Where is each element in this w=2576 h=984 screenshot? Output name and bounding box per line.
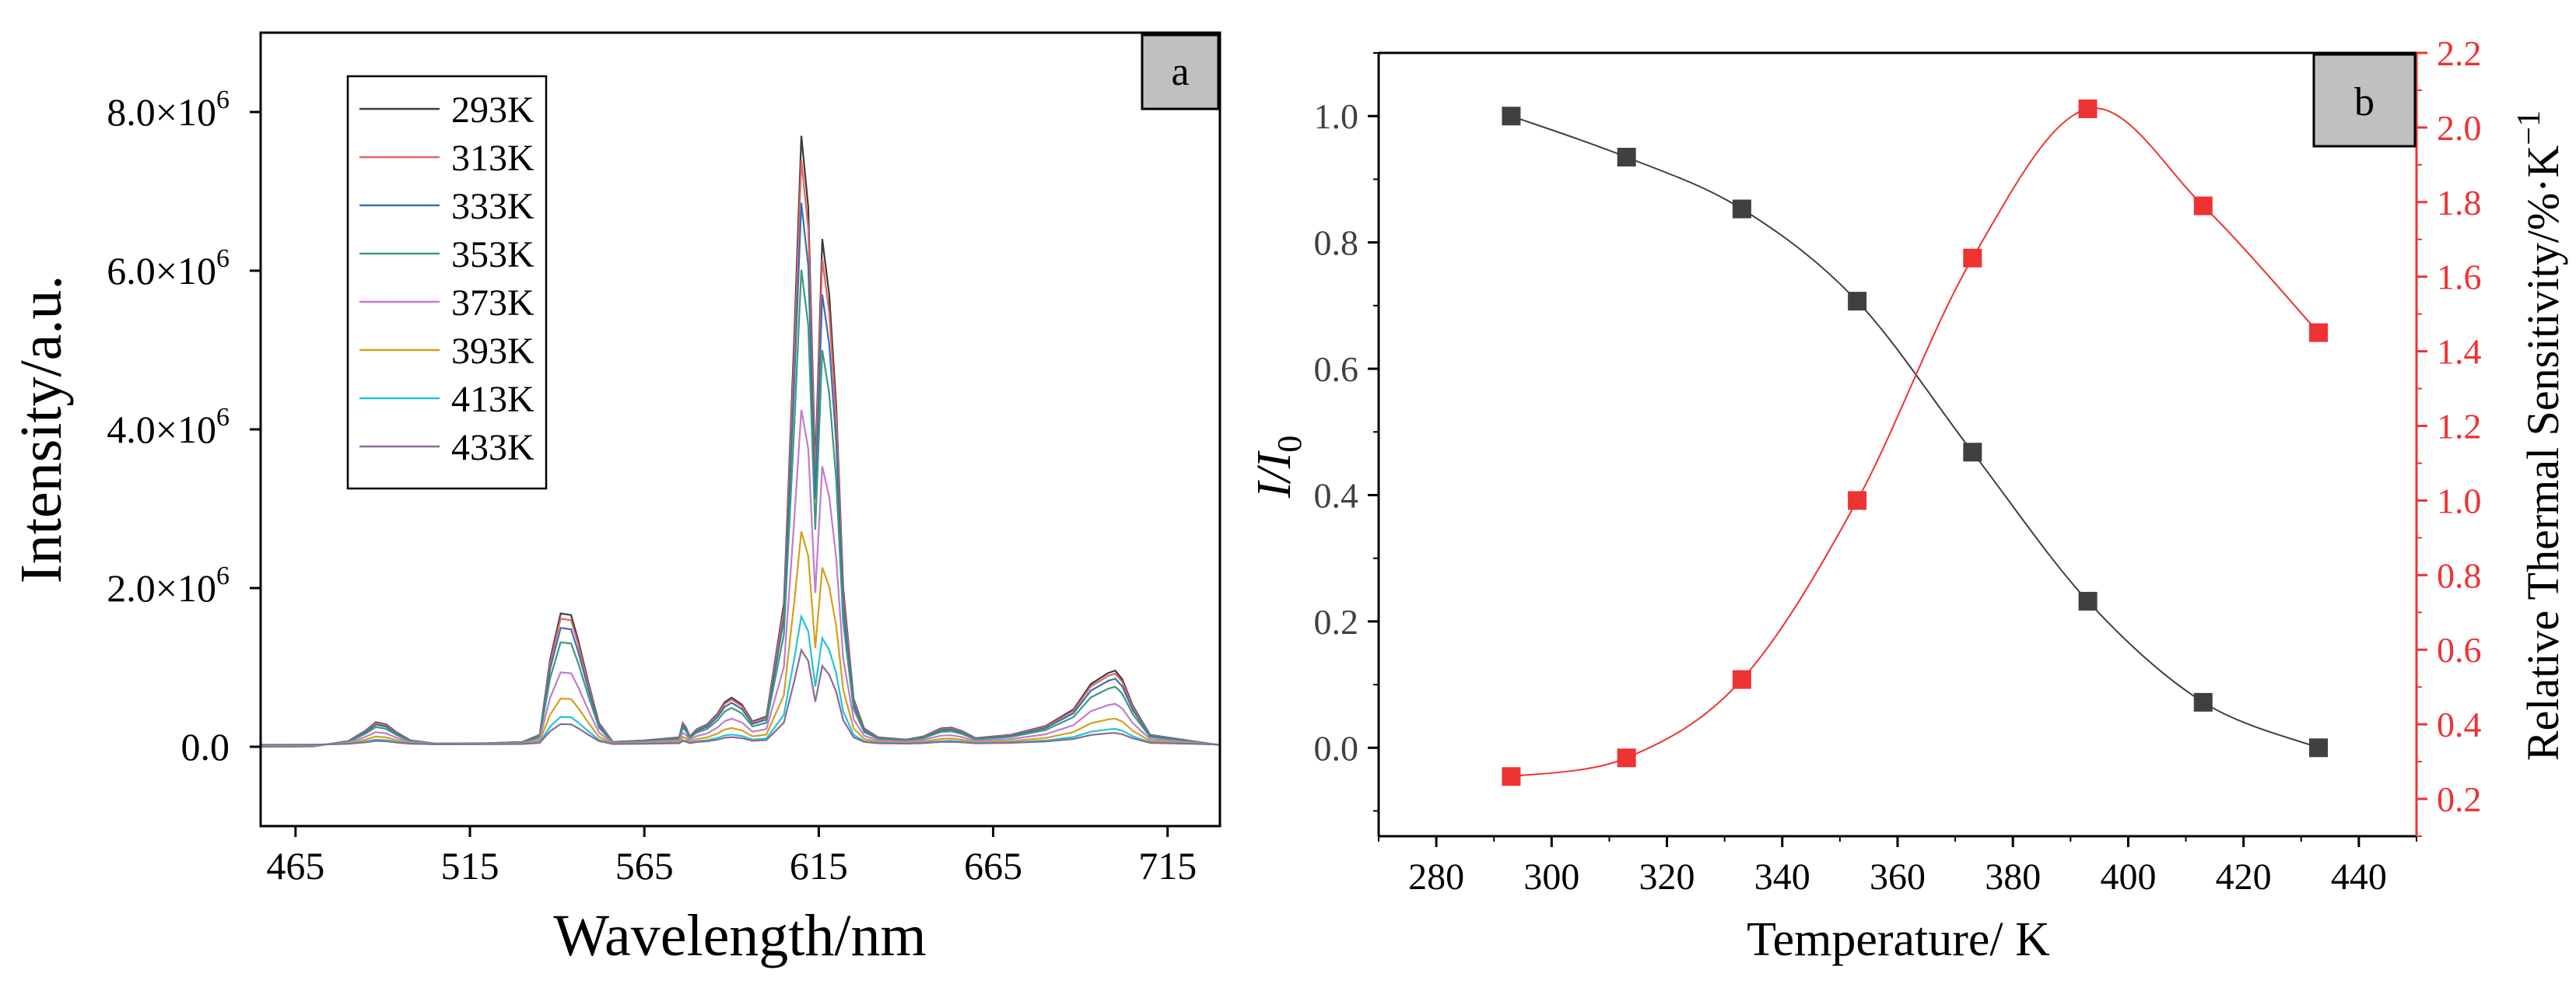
b-left-tick-label: 0.0 xyxy=(1314,728,1359,768)
b-right-tick-label: 0.4 xyxy=(2437,705,2482,744)
legend-label-293K: 293K xyxy=(451,89,534,131)
panel-b-label: b xyxy=(2354,80,2374,124)
point-I/I0 xyxy=(1617,147,1636,166)
b-x-tick-label: 360 xyxy=(1870,856,1926,898)
panel-a-series-group xyxy=(260,135,1221,748)
b-right-tick-label: 2.0 xyxy=(2437,108,2482,148)
legend-label-333K: 333K xyxy=(451,186,534,227)
spectrum-line-413K xyxy=(260,613,1221,746)
point-Sr xyxy=(1617,748,1636,768)
b-right-tick-label: 1.4 xyxy=(2437,332,2482,372)
b-x-tick-label: 440 xyxy=(2331,856,2387,898)
a-x-tick-label: 665 xyxy=(964,844,1022,888)
legend-label-313K: 313K xyxy=(451,138,534,179)
b-right-tick-label: 0.8 xyxy=(2437,555,2482,595)
a-y-tick-label: 2.0×106 xyxy=(107,562,230,610)
panel-a-y-axis-label: Intensity/a.u. xyxy=(9,275,74,584)
panel-a-y-ticks: 0.0 2.0×106 4.0×106 6.0×106 8.0×106 xyxy=(107,86,261,769)
b-right-tick-label: 0.2 xyxy=(2437,779,2482,819)
panel-b-x-axis-label: Temperature/ K xyxy=(1747,913,2050,966)
a-x-tick-label: 715 xyxy=(1138,844,1197,888)
legend-label-393K: 393K xyxy=(451,331,534,372)
legend-label-433K: 433K xyxy=(451,427,534,468)
curve-Sr xyxy=(1511,107,2319,778)
b-x-tick-label: 420 xyxy=(2216,856,2272,898)
a-y-tick-label: 6.0×106 xyxy=(107,244,230,292)
a-x-tick-label: 565 xyxy=(615,844,674,888)
panel-a-legend: 293K 313K 333K 353K 373K 393K 413K 433K xyxy=(346,75,548,490)
panel-b-left-ticks: 0.0 0.2 0.4 0.6 0.8 1.0 xyxy=(1314,52,1379,812)
point-Sr xyxy=(1963,248,1982,268)
a-y-tick-label: 4.0×106 xyxy=(107,403,230,451)
point-I/I0 xyxy=(1963,443,1982,462)
panel-b-x-ticks: 280 300 320 340 360 380 400 420 440 xyxy=(1378,836,2417,898)
b-left-tick-label: 0.8 xyxy=(1314,223,1359,263)
panel-a-x-ticks: 465 515 565 615 665 715 xyxy=(266,826,1197,888)
panel-b-right-axis-label: Relative Thermal Sensitivity/%·K−1 xyxy=(2511,110,2568,761)
panel-a-label-box: a xyxy=(1141,33,1220,110)
a-x-tick-label: 515 xyxy=(441,844,499,888)
b-left-tick-label: 0.4 xyxy=(1314,475,1359,515)
point-Sr xyxy=(1732,670,1751,689)
point-I/I0 xyxy=(2193,692,2213,712)
panel-a-x-axis-label: Wavelength/nm xyxy=(553,903,926,968)
point-Sr xyxy=(1502,767,1521,786)
panel-b-points xyxy=(1502,99,2329,786)
a-x-tick-label: 615 xyxy=(790,844,848,888)
legend-label-373K: 373K xyxy=(451,282,534,324)
legend-label-413K: 413K xyxy=(451,379,534,420)
b-right-tick-label: 1.6 xyxy=(2437,257,2482,297)
curve-I/I0 xyxy=(1511,115,2319,749)
point-Sr xyxy=(1848,491,1867,510)
point-I/I0 xyxy=(1848,292,1867,311)
b-right-tick-label: 2.2 xyxy=(2437,33,2482,73)
a-y-tick-label: 8.0×106 xyxy=(107,86,230,134)
point-I/I0 xyxy=(1732,199,1751,219)
b-left-tick-label: 0.2 xyxy=(1314,602,1359,642)
panel-b-label-box: b xyxy=(2312,53,2417,148)
b-right-tick-label: 1.0 xyxy=(2437,481,2482,520)
b-x-tick-label: 300 xyxy=(1523,856,1579,898)
b-x-tick-label: 320 xyxy=(1639,856,1695,898)
panel-b-curves xyxy=(1511,107,2319,778)
point-I/I0 xyxy=(2309,738,2329,758)
panel-b-sensitivity: 280 300 320 340 360 380 400 420 440 0.0 0.2 0.4 0.6… xyxy=(1248,33,2568,966)
b-x-tick-label: 340 xyxy=(1754,856,1810,898)
a-y-tick-label: 0.0 xyxy=(181,725,230,769)
legend-label-353K: 353K xyxy=(451,234,534,275)
b-x-tick-label: 400 xyxy=(2100,856,2156,898)
b-right-tick-label: 1.8 xyxy=(2437,183,2482,222)
b-left-tick-label: 0.6 xyxy=(1314,349,1359,389)
b-x-tick-label: 380 xyxy=(1985,856,2041,898)
point-Sr xyxy=(2309,323,2329,342)
point-Sr xyxy=(2193,196,2213,215)
point-I/I0 xyxy=(1502,107,1521,126)
panel-a-spectra: 465 515 565 615 665 715 0.0 2.0×106 4.0×106 6.0×… xyxy=(9,31,1221,968)
panel-b-left-axis-label: I/I0 xyxy=(1248,436,1309,499)
point-Sr xyxy=(2078,99,2098,118)
spectrum-line-433K xyxy=(260,647,1221,746)
a-x-tick-label: 465 xyxy=(266,844,324,888)
panel-b-right-ticks: 0.2 0.4 0.6 0.8 1.0 1.2 1.4 1.6 1.8 2.0 2.2 xyxy=(2417,33,2482,837)
b-x-tick-label: 280 xyxy=(1408,856,1464,898)
b-left-tick-label: 1.0 xyxy=(1314,96,1359,136)
point-I/I0 xyxy=(2078,591,2098,611)
panel-a-label: a xyxy=(1171,50,1189,94)
b-right-tick-label: 1.2 xyxy=(2437,407,2482,446)
b-right-tick-label: 0.6 xyxy=(2437,630,2482,670)
